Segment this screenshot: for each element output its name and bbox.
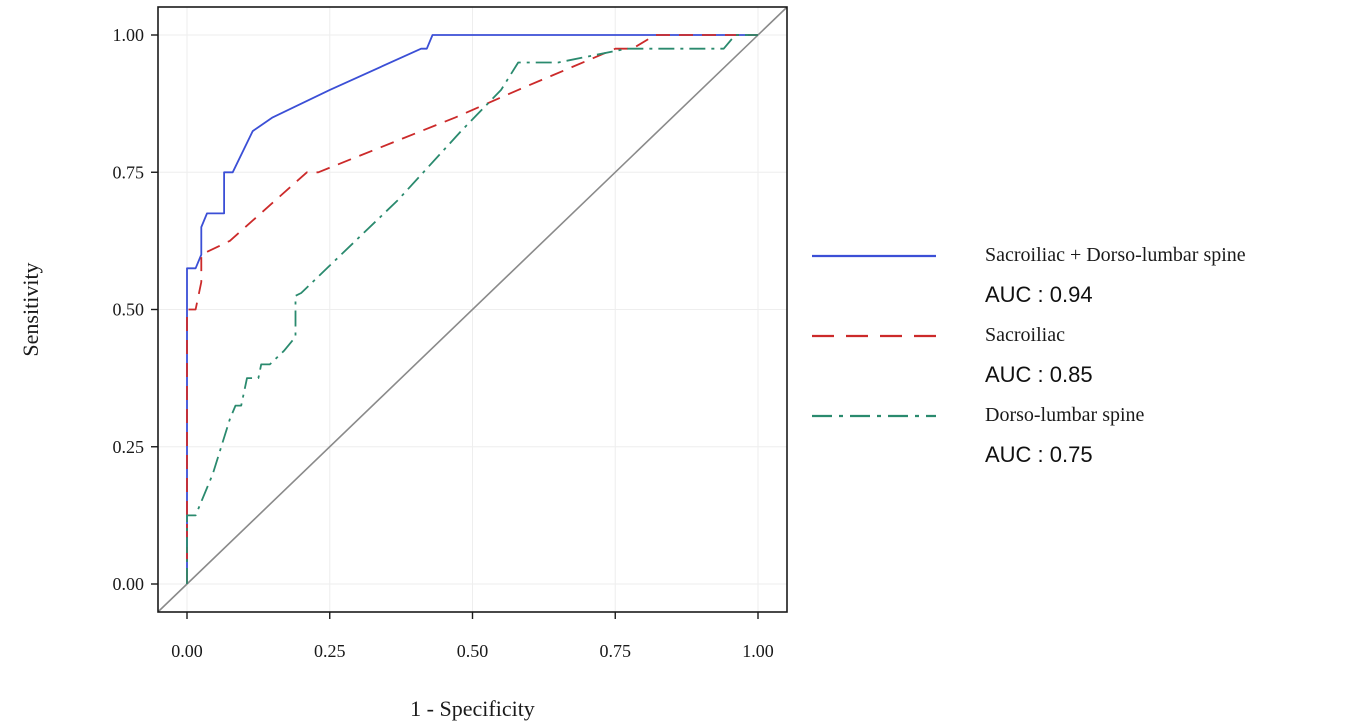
legend-label-3: Dorso-lumbar spine [985,404,1145,426]
series-line-3 [186,34,758,584]
y-axis-title: Sensitivity [18,262,43,356]
y-tick-label: 0.75 [113,162,145,182]
x-tick-label: 0.25 [314,641,346,661]
legend-auc-2: AUC : 0.85 [985,362,1093,387]
y-tick-label: 0.50 [113,300,145,320]
y-tick-label: 0.00 [113,574,145,594]
x-tick-label: 0.50 [457,641,489,661]
legend-auc-1: AUC : 0.94 [985,282,1093,307]
x-tick-label: 0.75 [600,641,632,661]
legend: Sacroiliac + Dorso-lumbar spine AUC : 0.9… [812,244,1246,467]
y-tick-label: 0.25 [113,437,145,457]
legend-label-2: Sacroiliac [985,324,1065,346]
series-line-1 [186,34,758,584]
legend-auc-3: AUC : 0.75 [985,442,1093,467]
series-lines [186,34,758,584]
legend-label-1: Sacroiliac + Dorso-lumbar spine [985,244,1246,266]
y-tick-label: 1.00 [113,25,145,45]
x-tick-label: 0.00 [171,641,203,661]
series-line-2 [186,34,758,584]
x-tick-label: 1.00 [742,641,774,661]
reference-diagonal-line [157,6,788,613]
axis-ticks: 0.00 0.00 0.25 0.25 0.50 0.50 0.75 0.75 1.00 1.00 [113,25,774,661]
x-axis-title: 1 - Specificity [410,696,535,721]
